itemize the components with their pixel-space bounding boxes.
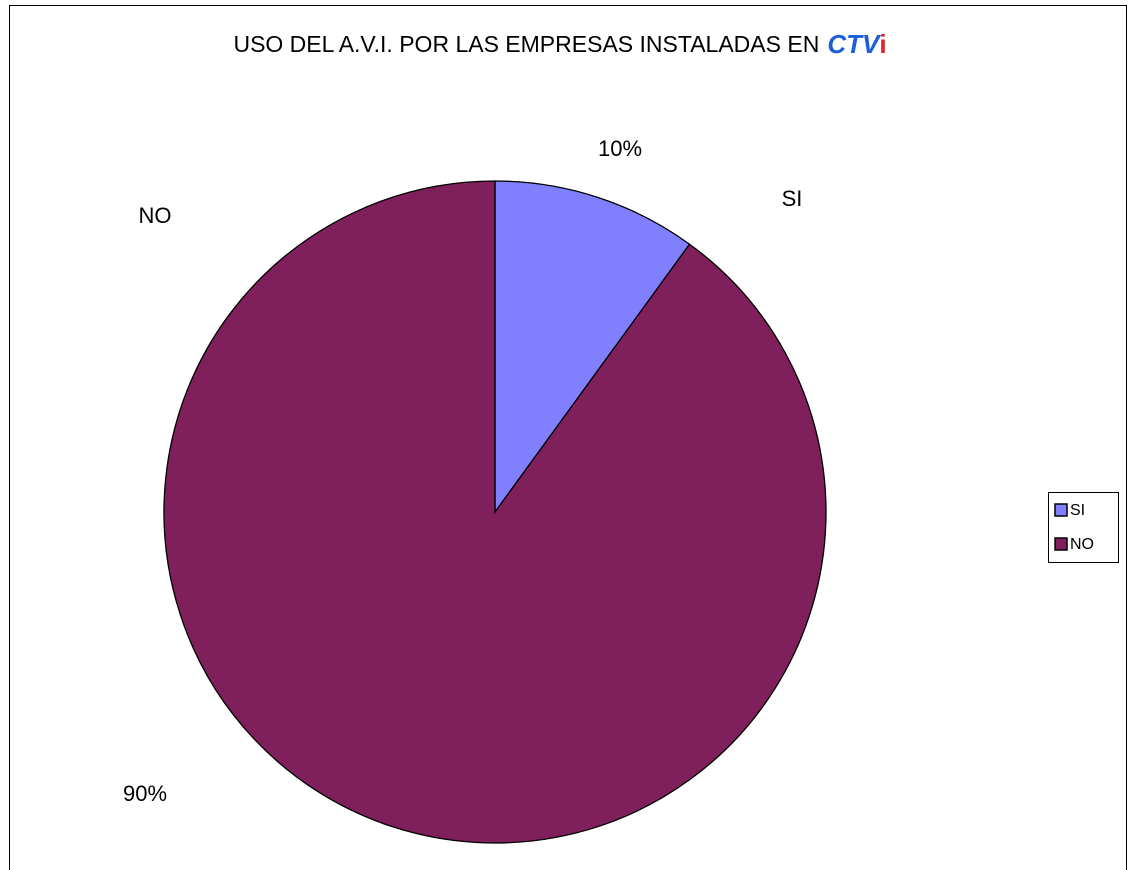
- legend-swatch: [1054, 503, 1068, 517]
- title-logo: CTV: [827, 29, 882, 59]
- legend-label: SI: [1070, 502, 1085, 519]
- value-label: 10%: [598, 136, 642, 161]
- value-label: 90%: [123, 781, 167, 806]
- title-logo-accent: i: [879, 29, 886, 59]
- pie-slice: [163, 180, 827, 844]
- category-label: SI: [782, 186, 803, 211]
- legend-label: NO: [1070, 536, 1094, 553]
- legend-swatch: [1054, 537, 1068, 551]
- category-label: NO: [139, 203, 172, 228]
- chart-title: USO DEL A.V.I. POR LAS EMPRESAS INSTALAD…: [233, 29, 886, 59]
- pie-slice: [494, 180, 691, 515]
- title-text: USO DEL A.V.I. POR LAS EMPRESAS INSTALAD…: [233, 31, 819, 57]
